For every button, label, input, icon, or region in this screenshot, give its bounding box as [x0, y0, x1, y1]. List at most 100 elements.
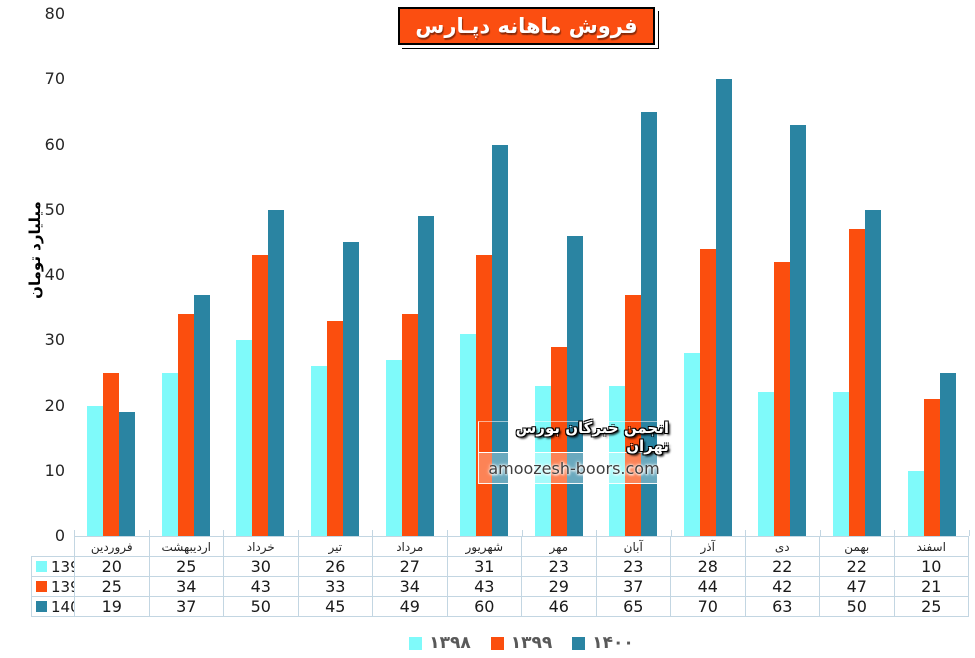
bar-1400-month12	[939, 372, 956, 536]
table-cell-1398-month1: 20	[74, 556, 150, 577]
table-cell-1399-month12: 21	[893, 576, 969, 597]
table-cell-1399-month4: 33	[297, 576, 373, 597]
table-month-header-11: بهمن	[819, 536, 895, 557]
bar-1399-month2	[177, 314, 194, 536]
table-cell-1398-month9: 28	[670, 556, 746, 577]
bar-group-1	[74, 14, 149, 536]
y-tick-label: 10	[44, 460, 65, 480]
bar-1399-month6	[476, 255, 493, 536]
table-cell-1400-month7: 46	[521, 596, 597, 617]
bar-1399-month3	[252, 255, 269, 536]
bar-1398-month10	[758, 392, 775, 536]
series-name-1400: 1400	[51, 597, 74, 616]
bar-1399-month10	[774, 261, 791, 536]
legend-label-1400: ۱۴۰۰	[592, 633, 634, 653]
bar-1398-month7	[534, 385, 551, 536]
category-tick	[521, 530, 523, 536]
bar-1399-month9	[699, 248, 716, 536]
table-cell-1398-month7: 23	[521, 556, 597, 577]
series-swatch-1398	[36, 561, 47, 572]
bar-1398-month6	[460, 333, 477, 536]
legend-label-1398: ۱۳۹۸	[429, 633, 471, 653]
table-cell-1398-month3: 30	[223, 556, 299, 577]
table-cell-1400-month10: 63	[744, 596, 820, 617]
category-tick	[223, 530, 225, 536]
table-month-header-7: مهر	[521, 536, 597, 557]
y-tick-label: 30	[44, 330, 65, 350]
category-tick	[372, 530, 374, 536]
table-month-header-2: اردیبهشت	[148, 536, 224, 557]
table-month-header-1: فروردین	[74, 536, 150, 557]
bar-1400-month4	[343, 242, 360, 536]
category-tick	[446, 530, 448, 536]
bar-1398-month9	[683, 353, 700, 536]
category-tick	[745, 530, 747, 536]
bar-group-5	[372, 14, 447, 536]
y-tick-label: 60	[44, 134, 65, 154]
chart-title-text: فروش ماهانه دپـارس	[415, 14, 638, 38]
category-tick	[969, 530, 970, 536]
table-cell-1400-month11: 50	[819, 596, 895, 617]
bar-1400-month1	[119, 412, 136, 536]
y-tick-label: 20	[44, 395, 65, 415]
bar-group-9	[671, 14, 746, 536]
bar-1398-month12	[907, 470, 924, 536]
table-month-header-10: دی	[744, 536, 820, 557]
y-tick-label: 50	[44, 199, 65, 219]
category-tick	[297, 530, 299, 536]
data-table: فروردین اردیبهشت خرداد تیر مرداد شهریور مهر آبا…	[31, 536, 969, 617]
table-row-1398: 1398202530262731232328222210	[31, 556, 969, 577]
bar-1400-month8	[641, 111, 658, 536]
category-tick	[670, 530, 672, 536]
bar-1400-month11	[865, 209, 882, 536]
bar-1398-month1	[87, 405, 104, 536]
table-cell-1398-month5: 27	[372, 556, 448, 577]
table-cell-1398-month12: 10	[893, 556, 969, 577]
table-row-label-1398: 1398	[31, 556, 75, 577]
legend-swatch-1400	[572, 636, 586, 650]
bar-1398-month4	[311, 366, 328, 536]
table-cell-1400-month2: 37	[148, 596, 224, 617]
table-cell-1400-month1: 19	[74, 596, 150, 617]
table-cell-1399-month11: 47	[819, 576, 895, 597]
table-cell-1400-month6: 60	[446, 596, 522, 617]
table-cell-1399-month8: 37	[595, 576, 671, 597]
bar-1399-month8	[625, 294, 642, 536]
bar-1398-month5	[385, 359, 402, 536]
bar-group-10	[745, 14, 820, 536]
table-cell-1398-month6: 31	[446, 556, 522, 577]
table-cell-1399-month10: 42	[744, 576, 820, 597]
table-cell-1399-month3: 43	[223, 576, 299, 597]
category-tick	[148, 530, 150, 536]
y-tick-label: 0	[54, 526, 65, 545]
bar-1400-month2	[193, 294, 210, 536]
table-cell-1400-month8: 65	[595, 596, 671, 617]
bar-1399-month7	[550, 346, 567, 536]
bar-1399-month5	[401, 314, 418, 536]
table-month-header-4: تیر	[297, 536, 373, 557]
table-month-header-8: آبان	[595, 536, 671, 557]
legend-item-1398: ۱۳۹۸	[409, 633, 471, 653]
table-corner-cell	[32, 537, 75, 557]
table-month-header-9: آذر	[670, 536, 746, 557]
table-cell-1400-month3: 50	[223, 596, 299, 617]
bar-1400-month7	[566, 235, 583, 536]
series-swatch-1400	[36, 601, 47, 612]
watermark-title: انجمن خبرگان بورس تهران	[479, 419, 669, 455]
bar-group-4	[298, 14, 373, 536]
table-month-header-3: خرداد	[223, 536, 299, 557]
category-tick	[819, 530, 821, 536]
table-month-header-6: شهریور	[446, 536, 522, 557]
bar-group-8	[596, 14, 671, 536]
table-cell-1400-month12: 25	[893, 596, 969, 617]
watermark-url: amoozesh-boors.com	[479, 453, 669, 483]
legend-item-1399: ۱۳۹۹	[490, 633, 552, 653]
bar-1399-month1	[103, 372, 120, 536]
bar-1400-month9	[715, 79, 732, 536]
bar-1400-month3	[268, 209, 285, 536]
category-tick	[596, 530, 598, 536]
plot-area	[74, 14, 969, 536]
table-row-label-1400: 1400	[31, 596, 75, 617]
series-name-1399: 1399	[51, 577, 74, 596]
